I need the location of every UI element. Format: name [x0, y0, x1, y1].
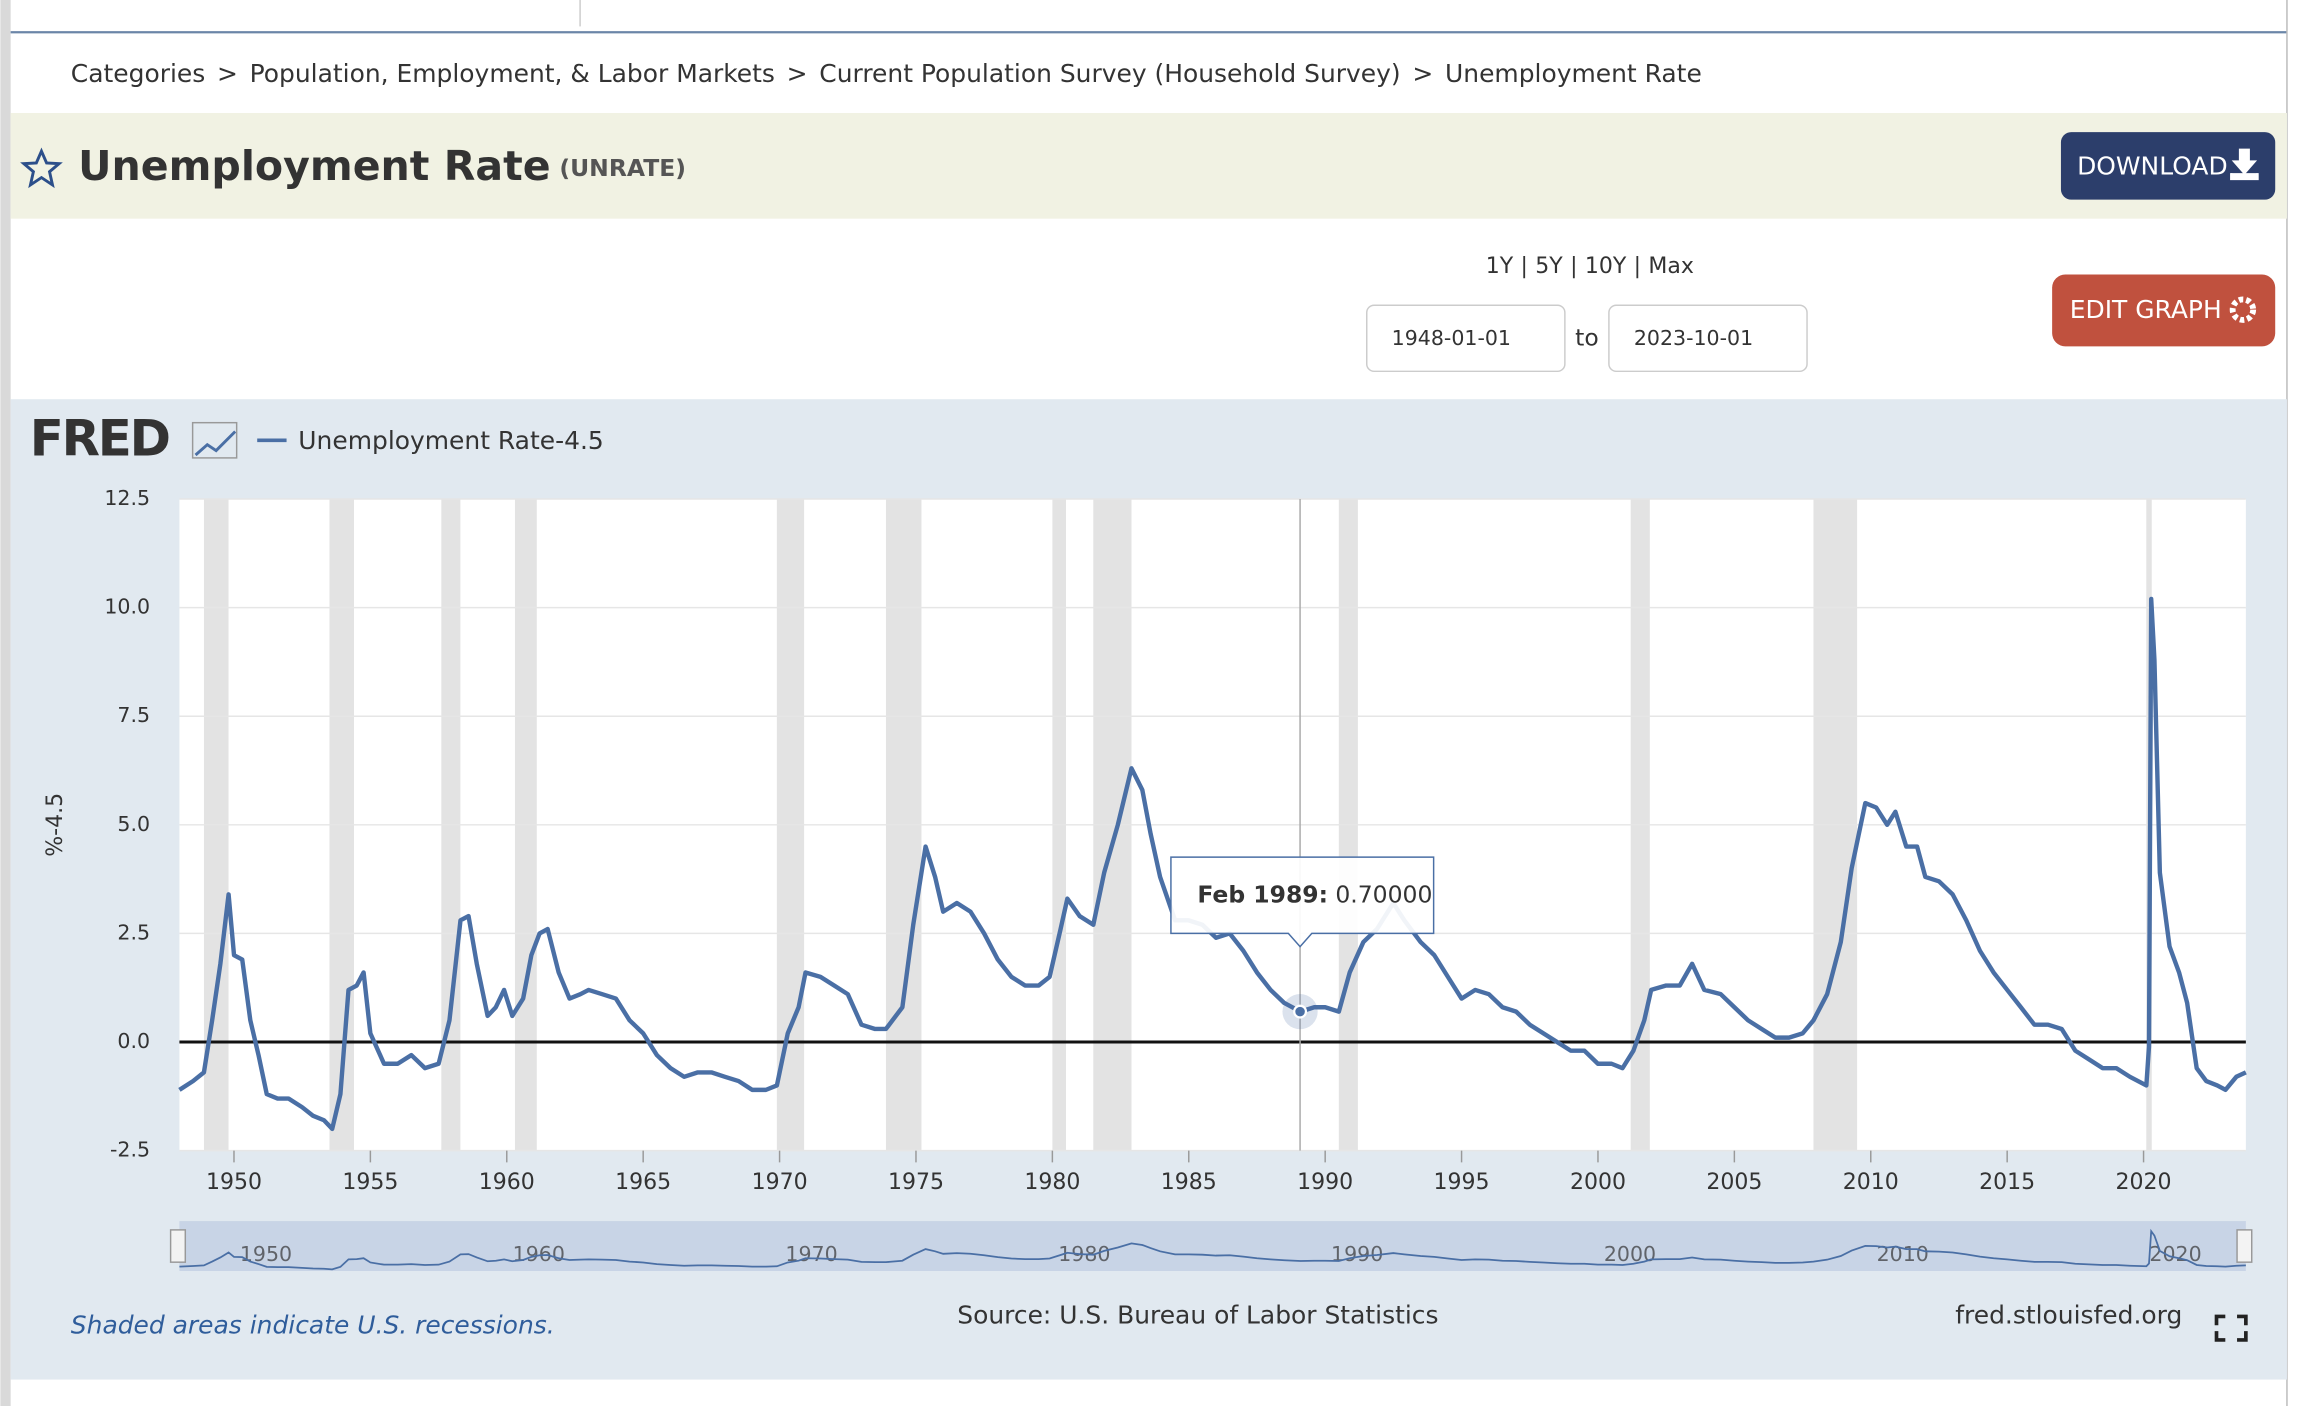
end-input[interactable] — [1608, 304, 1808, 373]
download-icon — [2230, 148, 2259, 181]
download-label: DOWNLOAD — [2077, 151, 2228, 180]
range-links: 1Y | 5Y | 10Y | Max — [1486, 254, 1694, 279]
breadcrumb-item[interactable]: Categories — [71, 59, 205, 88]
x-tick-label: 1965 — [615, 1170, 671, 1195]
y-tick-label: 2.5 — [117, 920, 150, 944]
range-separator: | — [1521, 254, 1528, 279]
y-tick-label: 10.0 — [104, 595, 150, 619]
start-date: 1948-01-01 — [1392, 326, 1511, 350]
navigator[interactable] — [179, 1221, 2246, 1271]
navigator-label: 2000 — [1604, 1242, 1656, 1266]
logo-frame — [191, 421, 238, 459]
fred-logo: FRED — [30, 409, 169, 467]
breadcrumb-item[interactable]: Population, Employment, & Labor Markets — [250, 59, 775, 88]
breadcrumb-separator: > — [1412, 59, 1433, 88]
x-tick-label: 1975 — [888, 1170, 944, 1195]
range-link[interactable]: 5Y — [1535, 254, 1563, 279]
x-tick-label: 2005 — [1706, 1170, 1762, 1195]
tooltip: Feb 1989: 0.70000 — [1170, 856, 1435, 1030]
x-tick-label: 1955 — [342, 1170, 398, 1195]
download-button[interactable]: DOWNLOAD — [2060, 132, 2276, 200]
edit-graph-button[interactable]: EDIT GRAPH — [2052, 274, 2276, 347]
end-date: 2023-10-01 — [1634, 326, 1753, 350]
plot: -2.5 0.0 2.5 5.0 7.5 10.0 12.5 1950 1955 1960 1965… — [104, 486, 2247, 1195]
x-tick-label: 1990 — [1297, 1170, 1353, 1195]
range-link[interactable]: 10Y — [1585, 254, 1627, 279]
y-tick-label: 5.0 — [117, 812, 150, 836]
hover-point — [1293, 1004, 1308, 1019]
x-tick-label: 2020 — [2116, 1170, 2172, 1195]
y-axis-label: %-4.5 — [43, 793, 68, 857]
navigator-label: 1950 — [240, 1242, 292, 1266]
left-border — [0, 0, 11, 1406]
x-tick-label: 2015 — [1979, 1170, 2035, 1195]
y-tick-label: 0.0 — [117, 1029, 150, 1053]
start-input[interactable] — [1366, 304, 1566, 373]
breadcrumb-separator: > — [217, 59, 238, 88]
range-link[interactable]: 1Y — [1486, 254, 1514, 279]
breadcrumb: Categories > Population, Employment, & Lab… — [71, 59, 1702, 88]
navigator-content: 1950 1960 1970 1980 1990 2000 2010 2020 — [179, 1228, 2246, 1271]
range-link[interactable]: Max — [1648, 254, 1693, 279]
x-tick-label: 1980 — [1024, 1170, 1080, 1195]
x-tick-label: 2010 — [1843, 1170, 1899, 1195]
x-tick-label: 1970 — [752, 1170, 808, 1195]
title-text: Unemployment Rate — [78, 142, 550, 190]
breadcrumb-separator: > — [787, 59, 808, 88]
series-id: (UNRATE) — [559, 153, 686, 181]
x-tick-label: 1950 — [206, 1170, 262, 1195]
y-tick-label: -2.5 — [110, 1138, 150, 1162]
navigator-line — [179, 1228, 2246, 1271]
x-tick-label: 1995 — [1434, 1170, 1490, 1195]
breadcrumb-item[interactable]: Current Population Survey (Household Sur… — [819, 59, 1400, 88]
navigator-label: 1960 — [513, 1242, 565, 1266]
logo-icon — [194, 430, 237, 457]
fullscreen-icon[interactable] — [2214, 1314, 2248, 1342]
to-label: to — [1575, 324, 1599, 352]
gear-icon — [2229, 296, 2257, 323]
y-tick-label: 12.5 — [104, 486, 150, 510]
navigator-handle-left[interactable] — [169, 1229, 187, 1263]
site-link[interactable]: fred.stlouisfed.org — [1955, 1300, 2182, 1329]
breadcrumb-item[interactable]: Unemployment Rate — [1445, 59, 1702, 88]
source: Source: U.S. Bureau of Labor Statistics — [957, 1300, 1438, 1329]
range-separator: | — [1570, 254, 1577, 279]
download-bg — [2060, 132, 2276, 200]
x-tick-label: 1985 — [1161, 1170, 1217, 1195]
series-title: Unemployment Rate (UNRATE) — [78, 142, 686, 190]
range-separator: | — [1634, 254, 1641, 279]
series-line — [178, 596, 2247, 1132]
edit-bg — [2052, 274, 2276, 347]
tooltip-text: Feb 1989: 0.70000 — [1197, 880, 1432, 908]
y-tick-label: 7.5 — [117, 703, 150, 727]
recession-note: Shaded areas indicate U.S. recessions. — [71, 1311, 555, 1340]
tooltip-label: Feb 1989: — [1197, 880, 1328, 908]
navigator-handle-right[interactable] — [2236, 1229, 2253, 1263]
x-tick-label: 2000 — [1570, 1170, 1626, 1195]
tooltip-value: 0.70000 — [1335, 880, 1432, 908]
navigator-label: 1990 — [1331, 1242, 1383, 1266]
edit-label: EDIT GRAPH — [2070, 295, 2222, 324]
tooltip-box — [1170, 856, 1435, 948]
favorite-star[interactable] — [20, 147, 63, 189]
x-tick-label: 1960 — [479, 1170, 535, 1195]
legend-label: Unemployment Rate-4.5 — [298, 426, 603, 455]
navigator-label: 2010 — [1877, 1242, 1929, 1266]
header-band — [10, 113, 2287, 219]
